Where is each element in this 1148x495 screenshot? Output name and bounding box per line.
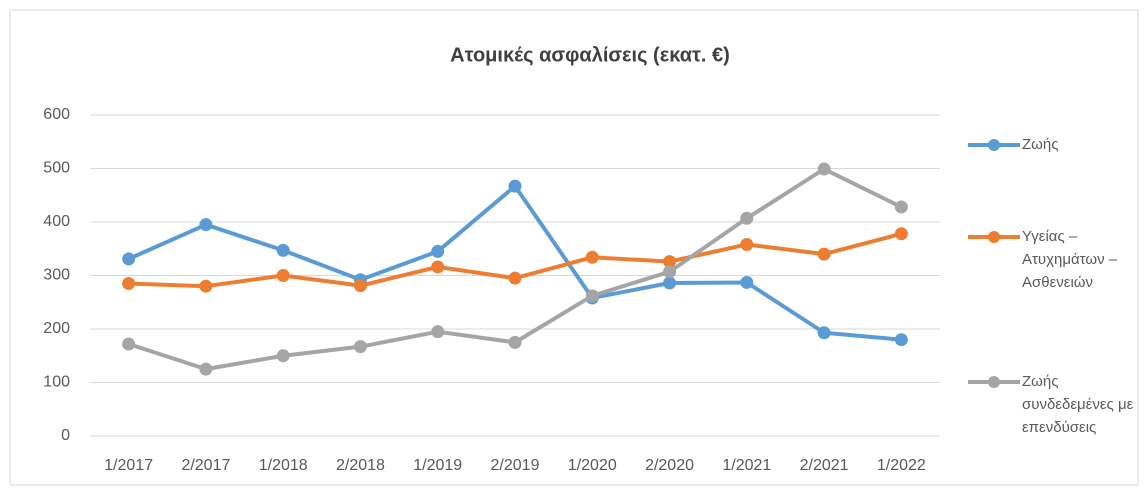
x-tick-label: 2/2018 <box>336 457 385 474</box>
data-point <box>431 325 445 339</box>
chart-title: Ατομικές ασφαλίσεις (εκατ. €) <box>450 44 730 66</box>
data-point <box>508 335 522 349</box>
x-tick-label: 2/2020 <box>645 457 694 474</box>
x-tick-label: 1/2021 <box>722 457 771 474</box>
data-point <box>122 337 136 351</box>
legend-label: Υγείας – Ατυχημάτων – Ασθενειών <box>1022 228 1118 291</box>
y-tick-label: 200 <box>43 320 70 337</box>
chart-frame <box>9 9 1139 486</box>
legend-marker <box>988 376 1000 388</box>
data-point <box>431 260 445 274</box>
data-point <box>122 252 136 266</box>
y-tick-label: 300 <box>43 267 70 284</box>
data-point <box>122 277 136 291</box>
legend-marker <box>988 139 1000 151</box>
data-point <box>663 276 677 290</box>
data-point <box>199 218 213 232</box>
y-tick-label: 100 <box>43 374 70 391</box>
x-tick-label: 1/2018 <box>259 457 308 474</box>
legend-label: Ζωής <box>1022 136 1059 153</box>
data-point <box>894 333 908 347</box>
data-point <box>740 211 754 225</box>
data-point <box>817 162 831 176</box>
data-point <box>276 243 290 257</box>
y-tick-label: 600 <box>43 106 70 123</box>
x-tick-label: 2/2019 <box>491 457 540 474</box>
data-point <box>740 237 754 251</box>
x-tick-label: 2/2017 <box>181 457 230 474</box>
data-point <box>740 275 754 289</box>
data-point <box>817 247 831 261</box>
y-tick-label: 400 <box>43 213 70 230</box>
data-point <box>276 269 290 282</box>
x-tick-label: 2/2021 <box>800 457 849 474</box>
x-tick-label: 1/2020 <box>568 457 617 474</box>
data-point <box>585 250 599 264</box>
data-point <box>817 326 831 340</box>
data-point <box>663 265 677 279</box>
data-point <box>431 244 445 258</box>
data-point <box>894 200 908 214</box>
legend-label: Ζωής συνδεδεμένες με επενδύσεις <box>1022 373 1134 436</box>
data-point <box>199 279 213 293</box>
legend-marker <box>988 231 1000 243</box>
x-tick-label: 1/2019 <box>413 457 462 474</box>
y-tick-label: 0 <box>61 427 70 444</box>
data-point <box>585 289 599 303</box>
data-point <box>199 362 213 376</box>
data-point <box>508 179 522 193</box>
data-point <box>353 340 367 354</box>
data-point <box>353 279 367 293</box>
x-tick-label: 1/2017 <box>104 457 153 474</box>
x-tick-label: 1/2022 <box>877 457 926 474</box>
data-point <box>894 227 908 241</box>
data-point <box>663 255 677 269</box>
y-tick-label: 500 <box>43 160 70 177</box>
data-point <box>276 349 290 363</box>
data-point <box>508 271 522 285</box>
